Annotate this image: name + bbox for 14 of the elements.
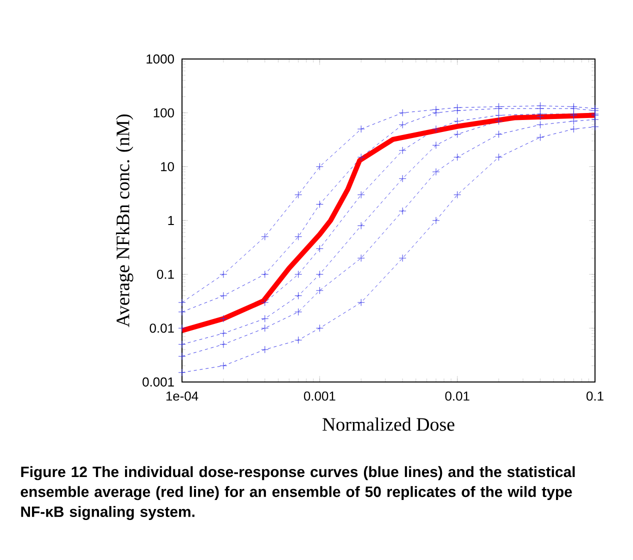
y-tick-label: 0.001 bbox=[142, 377, 174, 387]
y-tick-label: 1000 bbox=[146, 54, 174, 64]
y-axis-title: Average NFkBn conc. (nM) bbox=[116, 114, 134, 328]
y-tick-label: 1 bbox=[168, 216, 174, 225]
x-tick-label: 1e-04 bbox=[166, 392, 198, 401]
x-tick-label: 0.1 bbox=[586, 392, 604, 401]
y-tick-label: 10 bbox=[161, 162, 174, 172]
x-tick-label: 0.001 bbox=[304, 392, 336, 401]
y-tick-label: 100 bbox=[154, 108, 174, 118]
caption: Figure 12 The individual dose-response curves (blue lines) and the statistical ensemble average (red line) for an ensemble of 50 replicates of the wild type NF-κB signaling system. bbox=[20, 466, 575, 520]
x-tick-label: 0.01 bbox=[445, 392, 470, 401]
x-axis-title: Normalized Dose bbox=[322, 418, 454, 431]
y-tick-label: 0.01 bbox=[150, 324, 174, 333]
y-tick-label: 0.1 bbox=[156, 270, 174, 279]
